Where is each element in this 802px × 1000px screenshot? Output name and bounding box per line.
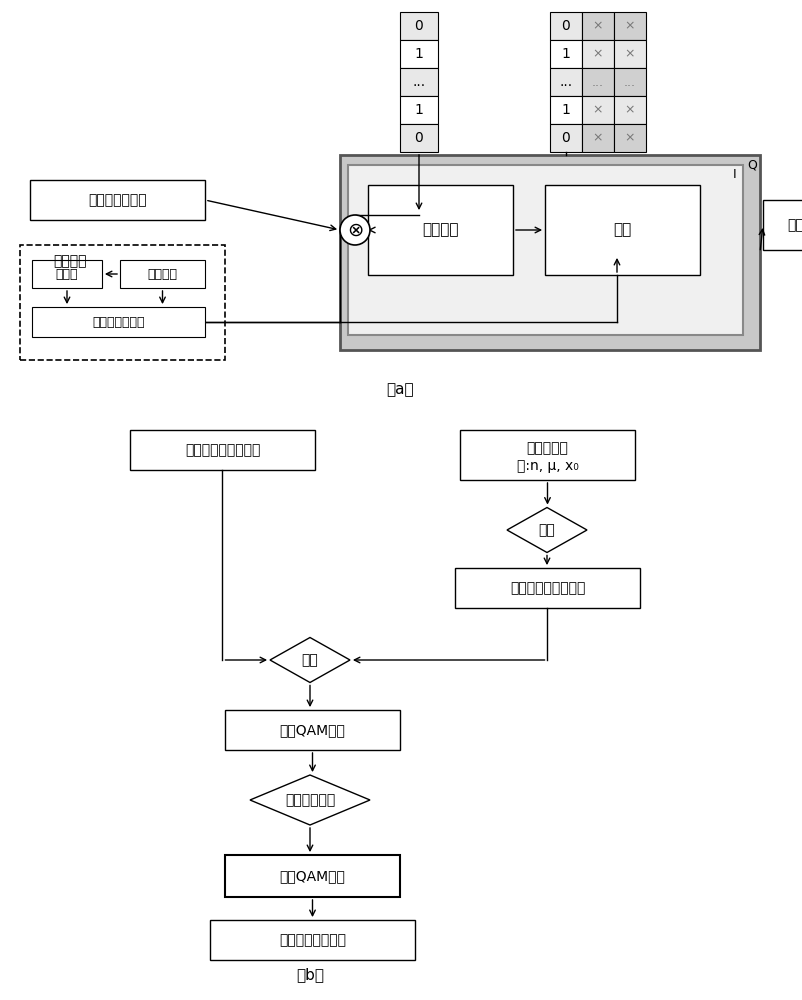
Text: 产生二进制混沌序列: 产生二进制混沌序列 xyxy=(509,581,585,595)
Bar xyxy=(225,855,399,897)
Bar xyxy=(347,165,742,335)
Bar xyxy=(581,40,614,68)
Text: 初级加密: 初级加密 xyxy=(422,223,458,237)
Bar xyxy=(581,68,614,96)
Text: ⊗: ⊗ xyxy=(346,221,363,239)
Bar xyxy=(614,124,645,152)
Text: ×: × xyxy=(592,131,602,144)
Text: 0: 0 xyxy=(561,19,569,33)
Bar xyxy=(210,920,415,960)
Bar xyxy=(399,68,437,96)
Text: 初始参数: 初始参数 xyxy=(148,267,177,280)
Bar xyxy=(30,180,205,220)
Bar xyxy=(762,200,802,250)
Bar xyxy=(614,40,645,68)
Text: ...: ... xyxy=(559,75,572,89)
Bar xyxy=(460,430,634,480)
Bar xyxy=(339,155,759,350)
Text: 1: 1 xyxy=(414,47,423,61)
Bar xyxy=(581,124,614,152)
Bar xyxy=(399,40,437,68)
Bar xyxy=(455,568,639,608)
Text: ×: × xyxy=(624,47,634,60)
Bar xyxy=(367,185,512,275)
Text: 混沌序列产生器: 混沌序列产生器 xyxy=(92,316,144,328)
Text: ×: × xyxy=(624,131,634,144)
Text: 1: 1 xyxy=(414,103,423,117)
Text: 0: 0 xyxy=(561,131,569,145)
Text: 产生二进制明文序列: 产生二进制明文序列 xyxy=(184,443,260,457)
Text: 0: 0 xyxy=(414,131,423,145)
Text: ...: ... xyxy=(623,76,635,89)
Text: 高阶QAM密文: 高阶QAM密文 xyxy=(279,869,345,883)
Bar xyxy=(130,430,314,470)
Polygon shape xyxy=(249,775,370,825)
Bar xyxy=(549,68,581,96)
Text: ...: ... xyxy=(412,75,425,89)
Text: 数:n, μ, x₀: 数:n, μ, x₀ xyxy=(516,459,577,473)
Text: ×: × xyxy=(592,19,602,32)
Text: 离线数字信号处理: 离线数字信号处理 xyxy=(278,933,346,947)
Text: Q: Q xyxy=(746,158,756,172)
Bar xyxy=(549,96,581,124)
Text: I: I xyxy=(732,168,736,182)
Bar xyxy=(399,96,437,124)
Text: 加扰: 加扰 xyxy=(613,223,631,237)
Text: ×: × xyxy=(592,104,602,116)
Bar xyxy=(20,245,225,360)
Bar xyxy=(399,124,437,152)
Bar xyxy=(119,260,205,288)
Text: 裁剪器: 裁剪器 xyxy=(55,267,78,280)
Bar xyxy=(549,124,581,152)
Text: 0: 0 xyxy=(414,19,423,33)
Text: 初始混沌参: 初始混沌参 xyxy=(526,441,568,455)
Polygon shape xyxy=(269,638,350,682)
Text: ×: × xyxy=(592,47,602,60)
Text: （b）: （b） xyxy=(296,968,323,982)
Bar xyxy=(614,12,645,40)
Bar xyxy=(32,307,205,337)
Text: 二进制明文序列: 二进制明文序列 xyxy=(88,193,147,207)
Bar xyxy=(399,12,437,40)
Text: 裁剪: 裁剪 xyxy=(538,523,555,537)
Text: ...: ... xyxy=(591,76,603,89)
Text: 1: 1 xyxy=(561,47,569,61)
Text: 混沌序列加扰: 混沌序列加扰 xyxy=(285,793,334,807)
Bar xyxy=(581,96,614,124)
Bar xyxy=(549,40,581,68)
Text: ×: × xyxy=(624,104,634,116)
Bar xyxy=(549,12,581,40)
Polygon shape xyxy=(506,508,586,552)
Text: 低阶QAM密文: 低阶QAM密文 xyxy=(279,723,345,737)
Text: ×: × xyxy=(624,19,634,32)
Bar xyxy=(614,68,645,96)
Circle shape xyxy=(339,215,370,245)
Text: 混沌序列: 混沌序列 xyxy=(53,254,87,268)
Text: 1: 1 xyxy=(561,103,569,117)
Bar xyxy=(32,260,102,288)
Text: 异或: 异或 xyxy=(302,653,318,667)
Bar xyxy=(225,710,399,750)
Bar xyxy=(581,12,614,40)
Bar xyxy=(614,96,645,124)
Text: 映射: 映射 xyxy=(786,218,802,232)
Text: （a）: （a） xyxy=(386,382,413,397)
Bar xyxy=(545,185,699,275)
